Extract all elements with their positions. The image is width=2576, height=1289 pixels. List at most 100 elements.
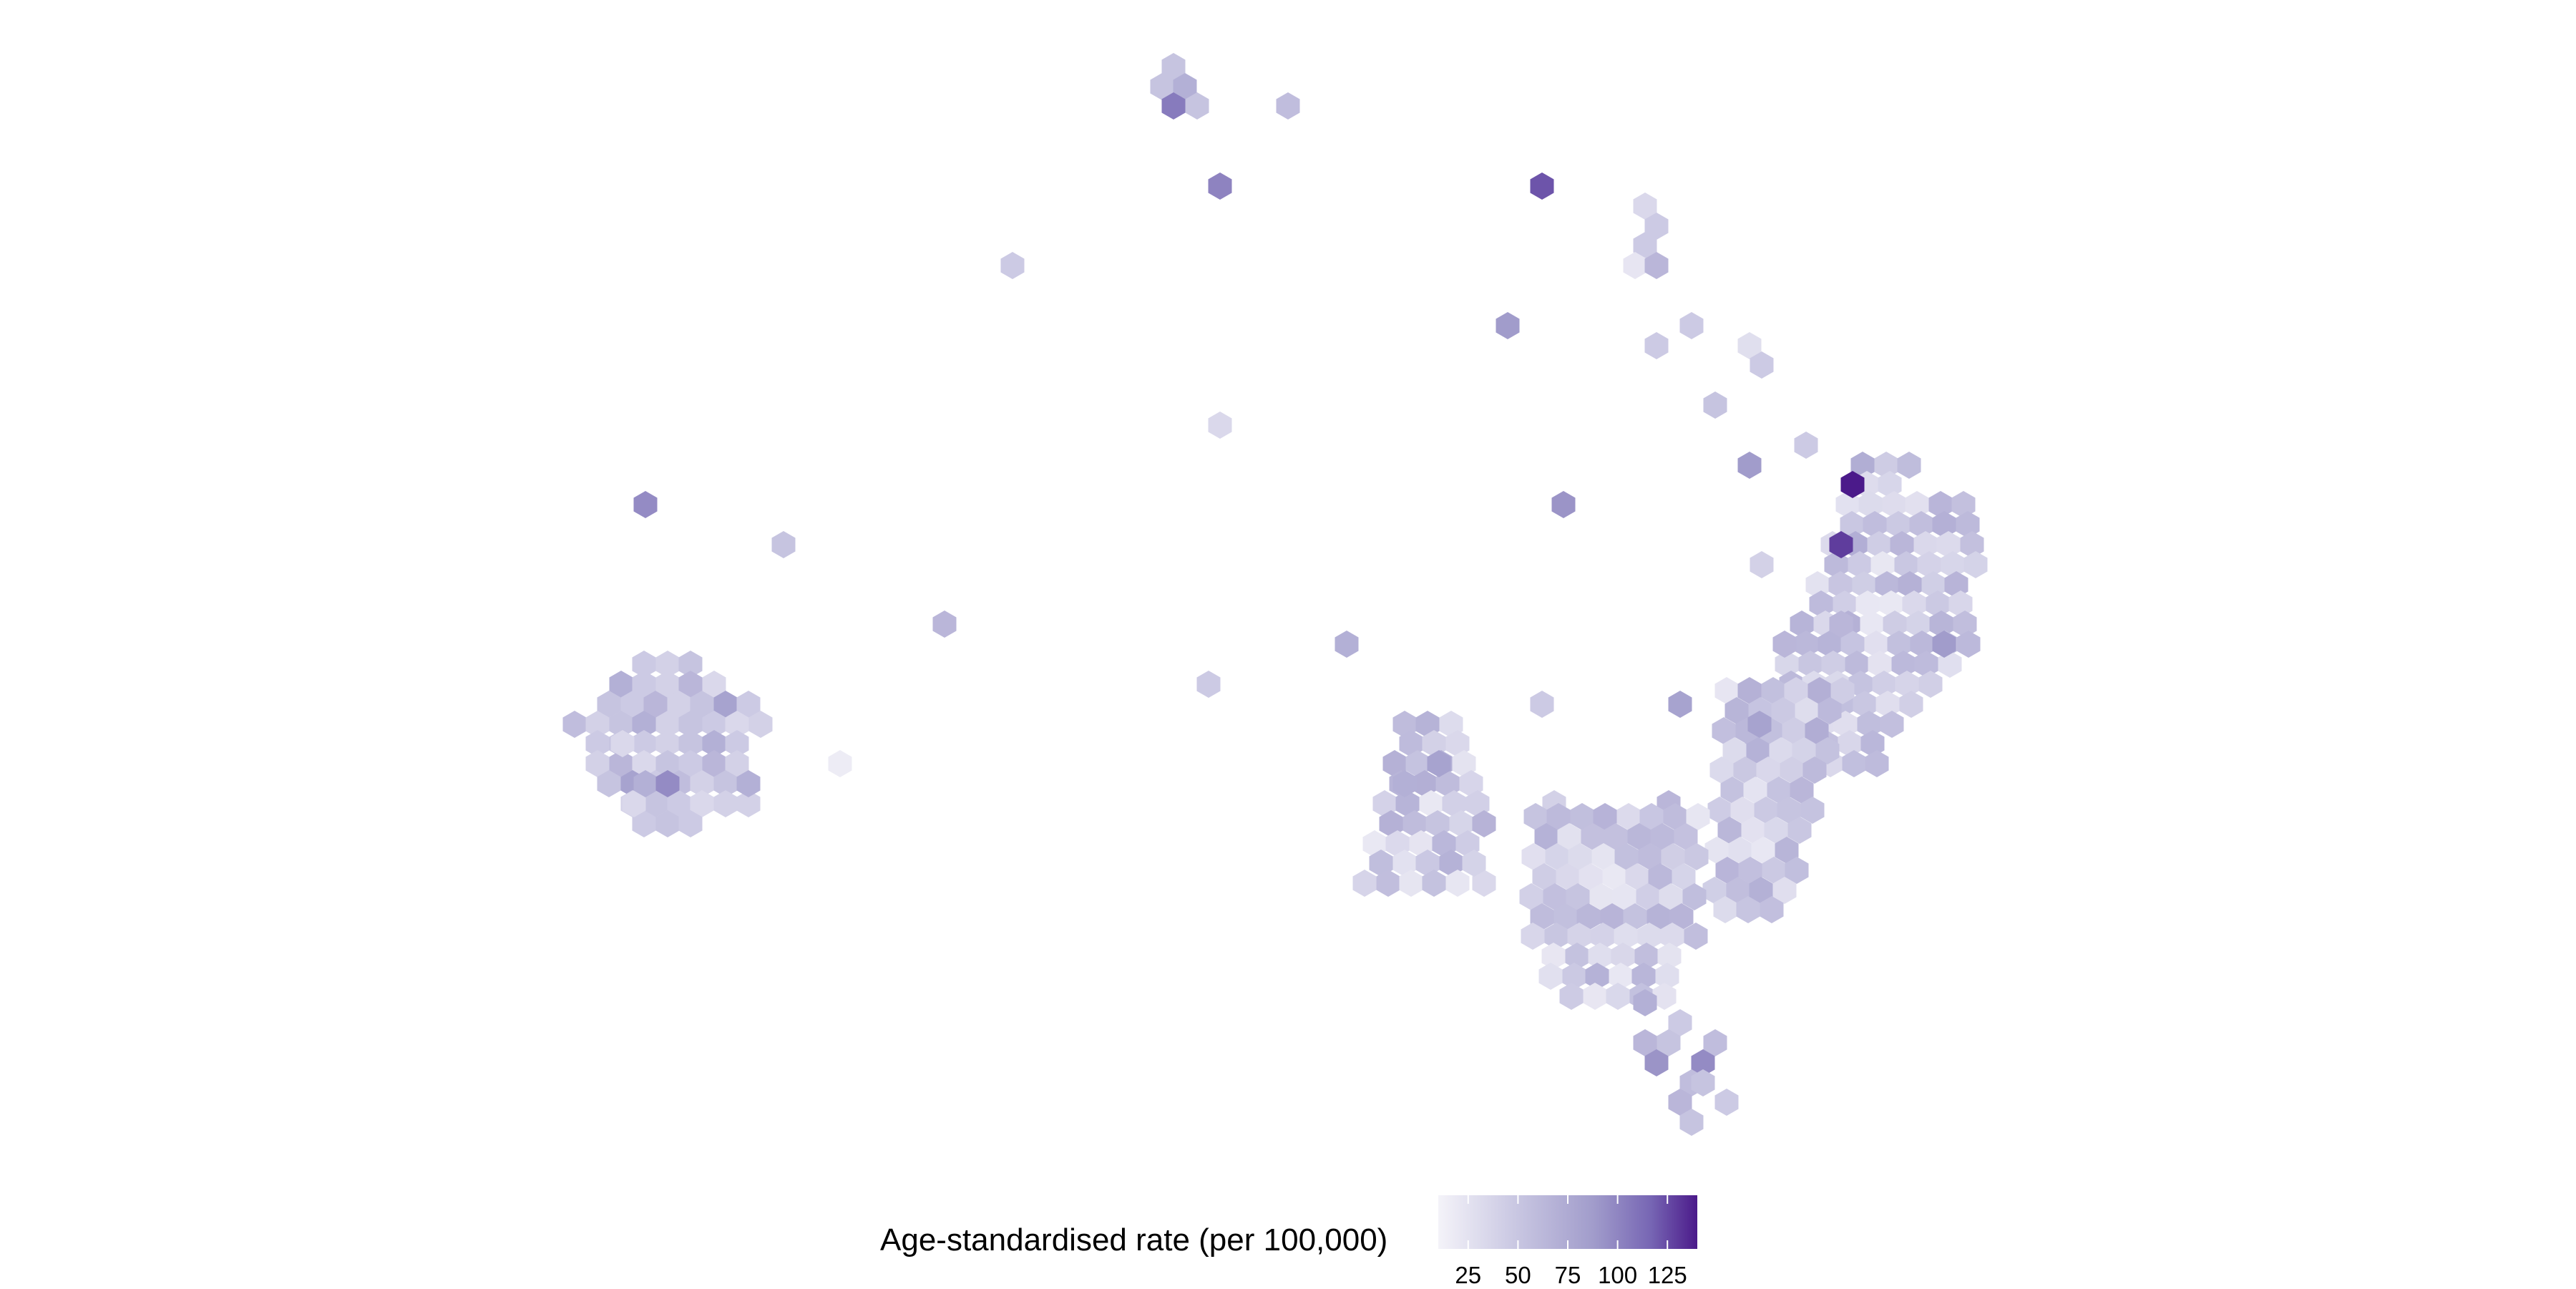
hex-cell — [748, 711, 773, 738]
hex-cell — [609, 750, 633, 777]
hex-cell — [1606, 983, 1630, 1010]
hex-cell — [1623, 903, 1647, 930]
hex-cell — [1883, 611, 1907, 638]
hex-cell — [609, 671, 633, 698]
hex-cell — [1917, 551, 1941, 578]
hex-cell — [1769, 737, 1793, 764]
hex-cell — [1565, 943, 1589, 970]
hex-cell — [1902, 590, 1926, 618]
hex-cell — [1276, 92, 1300, 120]
hex-cell — [1875, 691, 1900, 718]
hex-cell — [1809, 590, 1833, 618]
hex-cell — [1534, 823, 1558, 850]
hex-cell — [622, 790, 646, 817]
hex-cell — [1638, 843, 1662, 870]
hex-cell — [1576, 903, 1601, 930]
hex-cell — [1842, 750, 1866, 777]
hex-cell — [1709, 757, 1734, 784]
hex-cell — [1399, 870, 1423, 897]
hex-cell — [1684, 843, 1709, 870]
hex-cell — [1521, 923, 1545, 950]
hex-cell — [1704, 837, 1729, 864]
hex-cell — [1442, 790, 1466, 817]
hex-cell — [1840, 631, 1865, 658]
hex-cell — [713, 790, 738, 817]
hex-cell — [1684, 923, 1708, 950]
hex-cell — [702, 671, 726, 698]
hex-cell — [1802, 757, 1827, 784]
hex-cell — [1691, 1069, 1715, 1096]
hex-cell — [1738, 857, 1762, 884]
hex-cell — [597, 691, 621, 718]
hex-cell — [1556, 863, 1580, 890]
hex-cell — [1737, 677, 1762, 704]
hex-cell — [1855, 590, 1880, 618]
hex-cell — [1775, 651, 1799, 678]
hex-cell — [1818, 631, 1842, 658]
hex-cell — [1655, 963, 1679, 990]
hex-cell — [702, 711, 726, 738]
hex-cell — [1726, 877, 1750, 904]
hex-cell — [1633, 1029, 1657, 1056]
hex-cell — [1800, 797, 1825, 824]
hex-cell — [1815, 737, 1840, 764]
hex-cell — [1750, 551, 1774, 578]
hex-cell — [1932, 631, 1956, 658]
hex-cell — [633, 770, 658, 797]
hex-cell — [1663, 803, 1687, 830]
hex-cell — [1956, 511, 1980, 538]
hex-cell — [1736, 896, 1760, 923]
hex-cell — [1639, 803, 1664, 830]
hex-cell — [655, 711, 680, 738]
hex-cell — [1644, 332, 1669, 359]
hex-cell — [1772, 877, 1797, 904]
hex-cell — [1821, 651, 1845, 678]
hex-cell — [678, 711, 703, 738]
hex-cell — [632, 671, 656, 698]
hex-cell — [1720, 777, 1745, 804]
hex-cell — [1715, 857, 1740, 884]
hex-cell — [1679, 1109, 1704, 1136]
hex-cell — [1905, 491, 1929, 518]
hex-cell — [632, 730, 656, 757]
hex-cell — [1870, 551, 1895, 578]
hex-cell — [655, 651, 680, 678]
hex-cell — [1910, 631, 1934, 658]
hex-cell — [1173, 73, 1197, 100]
hex-cell — [1775, 837, 1799, 864]
hex-cell — [1566, 883, 1590, 910]
hex-cell — [1668, 691, 1692, 718]
hex-cell — [1848, 551, 1872, 578]
hex-cell — [1637, 923, 1662, 950]
hex-cell — [1679, 312, 1704, 339]
hex-cell — [1627, 823, 1652, 850]
hex-cell — [667, 691, 691, 718]
hex-cell — [1818, 697, 1842, 724]
hex-cell — [1737, 332, 1762, 359]
hex-cell — [1530, 691, 1554, 718]
hex-cell — [1657, 943, 1682, 970]
hex-cell — [643, 790, 668, 817]
hex-cell — [1798, 651, 1823, 678]
hex-cell — [1395, 790, 1420, 817]
hex-cell — [1523, 803, 1548, 830]
hex-cell — [1780, 757, 1804, 784]
hex-cell — [655, 810, 680, 837]
hex-cell — [1559, 983, 1584, 1010]
hex-cell — [1652, 983, 1677, 1010]
hex-cell — [713, 691, 738, 718]
hex-cell — [1422, 870, 1446, 897]
hex-cell — [1604, 823, 1628, 850]
hex-cell — [1909, 511, 1933, 538]
hex-cell — [632, 651, 656, 678]
hex-cell — [1541, 943, 1566, 970]
hex-cell — [1880, 711, 1904, 738]
hex-cell — [1722, 737, 1747, 764]
hex-cell — [1616, 803, 1641, 830]
hex-cell — [1845, 651, 1869, 678]
hex-cell — [1496, 312, 1520, 339]
hex-cell — [1895, 671, 1919, 698]
hex-cell — [1682, 883, 1707, 910]
hex-cell — [1392, 770, 1417, 797]
hex-cell — [1878, 471, 1902, 498]
